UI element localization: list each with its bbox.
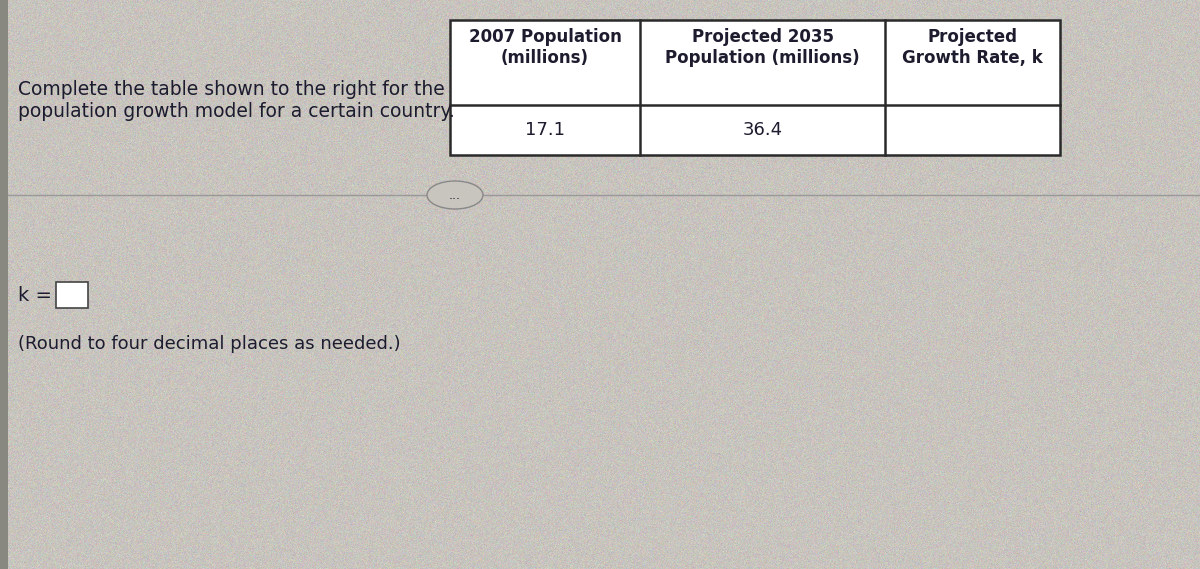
Bar xyxy=(450,20,1060,155)
Text: 17.1: 17.1 xyxy=(526,121,565,139)
Text: 36.4: 36.4 xyxy=(743,121,782,139)
Text: Projected 2035
Population (millions): Projected 2035 Population (millions) xyxy=(665,28,860,67)
Text: ...: ... xyxy=(449,188,461,201)
Text: population growth model for a certain country.: population growth model for a certain co… xyxy=(18,102,455,121)
Bar xyxy=(56,282,88,308)
Text: (Round to four decimal places as needed.): (Round to four decimal places as needed.… xyxy=(18,335,401,353)
Text: Projected
Growth Rate, k: Projected Growth Rate, k xyxy=(902,28,1043,67)
Bar xyxy=(0,0,8,569)
Ellipse shape xyxy=(427,181,482,209)
Text: 2007 Population
(millions): 2007 Population (millions) xyxy=(468,28,622,67)
Text: k =: k = xyxy=(18,286,52,304)
Text: Complete the table shown to the right for the: Complete the table shown to the right fo… xyxy=(18,80,445,99)
